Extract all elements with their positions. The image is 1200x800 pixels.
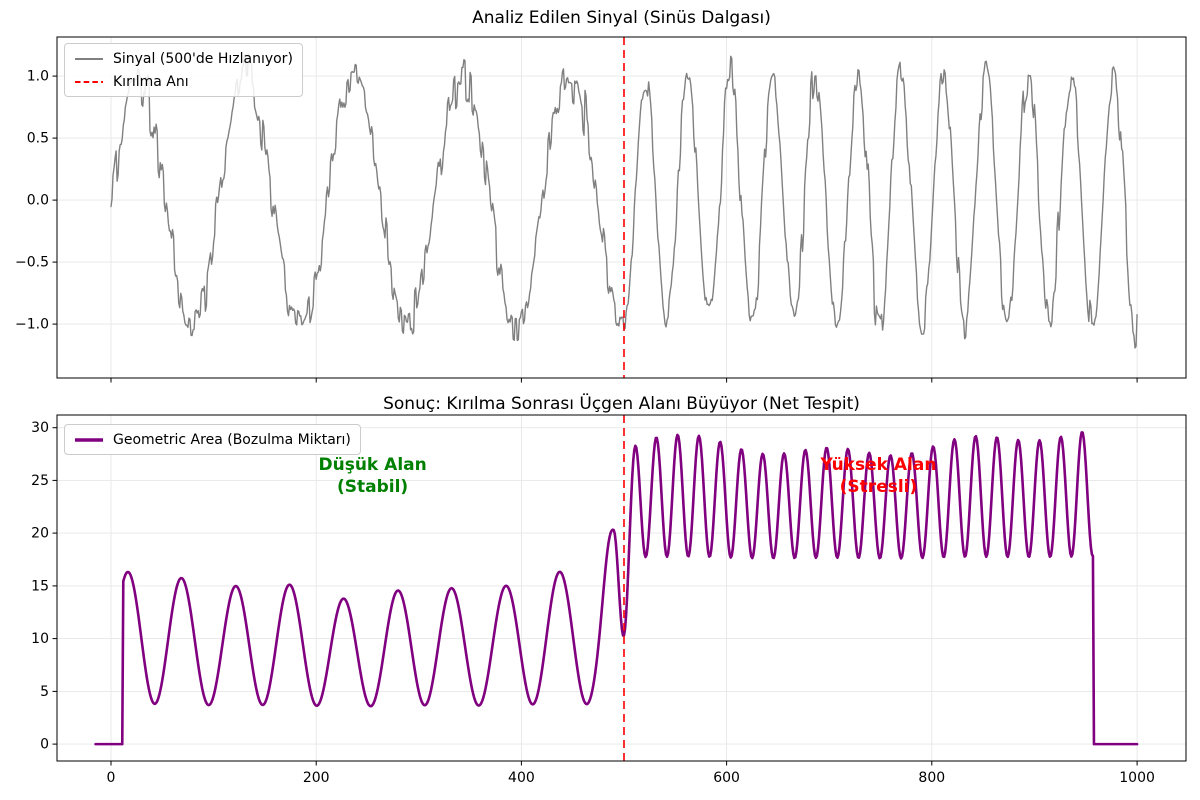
legend-label-break: Kırılma Anı <box>113 73 189 90</box>
legend-label-signal: Sinyal (500'de Hızlanıyor) <box>113 50 293 67</box>
y-tick-label: 25 <box>31 473 49 489</box>
area-line-sample-icon <box>75 437 103 442</box>
tick-marks <box>52 75 1138 383</box>
legend-entry-signal: Sinyal (500'de Hızlanıyor) <box>74 49 293 68</box>
y-tick-label: 0.0 <box>27 193 49 209</box>
y-tick-label: 0.5 <box>27 131 49 147</box>
y-tick-label: 30 <box>31 420 49 436</box>
annotation-high-area: Yüksek Alan (Stresli) <box>821 454 937 498</box>
y-tick-label: 5 <box>40 684 49 700</box>
annotation-high-line2: (Stresli) <box>839 477 918 498</box>
legend-label-area: Geometric Area (Bozulma Miktarı) <box>113 431 351 448</box>
y-tick-label: 0 <box>40 737 49 753</box>
y-tick-label: 1.0 <box>27 69 49 85</box>
legend-entry-area: Geometric Area (Bozulma Miktarı) <box>74 430 351 449</box>
grid-lines <box>57 415 1186 761</box>
bottom-legend: Geometric Area (Bozulma Miktarı) <box>64 424 361 455</box>
x-tick-label: 200 <box>303 770 330 786</box>
signal-line-sample-icon <box>75 57 103 60</box>
annotation-high-line1: Yüksek Alan <box>820 455 937 476</box>
y-tick-label: 20 <box>31 526 49 542</box>
top-chart-title: Analiz Edilen Sinyal (Sinüs Dalgası) <box>472 8 771 28</box>
legend-entry-break: Kırılma Anı <box>74 72 293 91</box>
axes-spines <box>56 36 1187 379</box>
tick-labels: −1.0 −0.5 0.0 0.5 1.0 <box>15 69 49 333</box>
x-tick-label: 400 <box>508 770 535 786</box>
y-tick-label: 15 <box>31 578 49 594</box>
axes-spines <box>56 414 1187 762</box>
x-tick-label: 1000 <box>1119 770 1155 786</box>
annotation-low-line1: Düşük Alan <box>318 455 427 476</box>
top-legend: Sinyal (500'de Hızlanıyor) Kırılma Anı <box>64 43 303 97</box>
x-tick-label: 0 <box>107 770 116 786</box>
annotation-low-line2: (Stabil) <box>337 477 409 498</box>
tick-labels: 0 200 400 600 800 1000 0 5 10 15 20 25 30 <box>31 420 1155 786</box>
geometric-area-line <box>94 431 1139 746</box>
annotation-low-area: Düşük Alan (Stabil) <box>319 454 427 498</box>
break-line-sample-icon <box>75 80 103 83</box>
x-tick-label: 800 <box>918 770 945 786</box>
y-tick-label: −1.0 <box>15 317 49 333</box>
bottom-plot-area: 0 200 400 600 800 1000 0 5 10 15 20 25 30 <box>31 414 1187 786</box>
y-tick-label: 10 <box>31 631 49 647</box>
tick-marks <box>52 427 1138 766</box>
y-tick-label: −0.5 <box>15 255 49 271</box>
bottom-chart-title: Sonuç: Kırılma Sonrası Üçgen Alanı Büyüy… <box>383 394 860 414</box>
x-tick-label: 600 <box>713 770 740 786</box>
